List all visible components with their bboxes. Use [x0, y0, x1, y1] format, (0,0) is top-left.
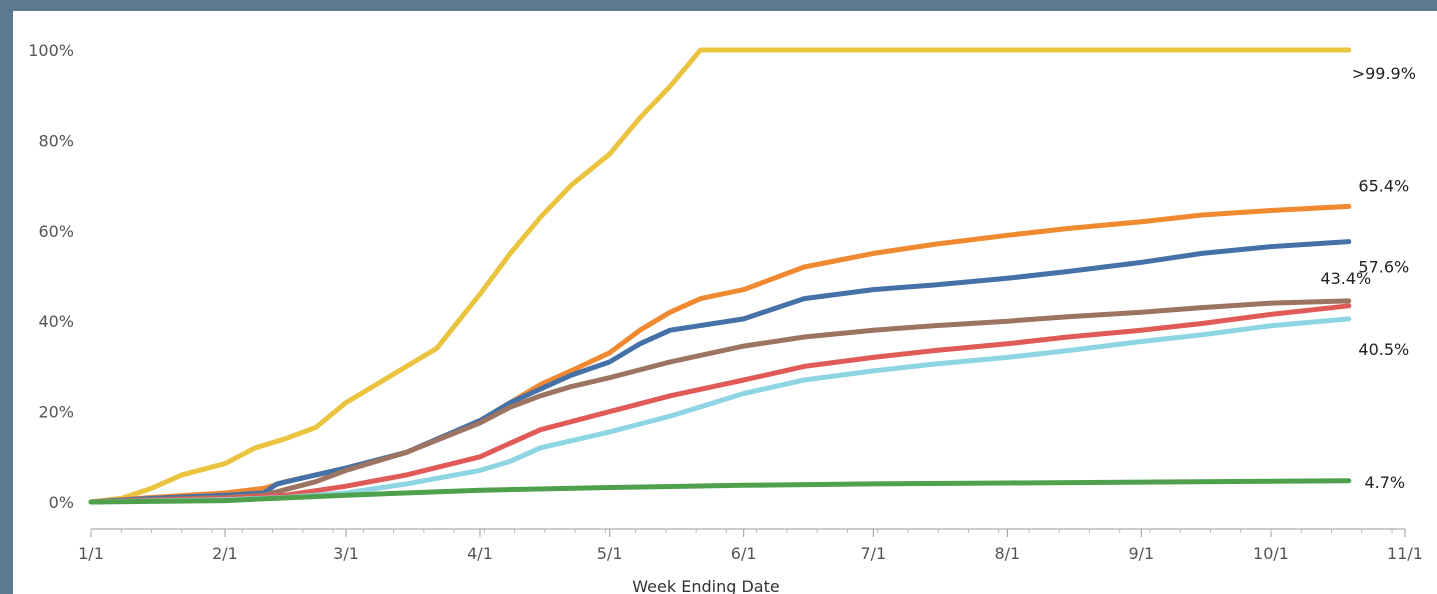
x-tick-label: 1/1 [78, 544, 104, 563]
series-line-3 [88, 298, 1352, 505]
x-axis-title: Week Ending Date [632, 577, 779, 594]
series-layer [88, 47, 1352, 505]
y-tick-label: 40% [38, 312, 74, 331]
x-tick-label: 7/1 [860, 544, 886, 563]
y-tick-label: 100% [28, 41, 74, 60]
series-line-0 [88, 47, 1352, 505]
x-tick-label: 10/1 [1253, 544, 1289, 563]
x-tick-label: 8/1 [994, 544, 1020, 563]
series-end-label: 65.4% [1358, 176, 1409, 195]
chart-frame: 1/1 2/1 3/1 4/1 5/1 6/1 7/1 8/1 9/1 10/1 11/1 0% 20%… [13, 11, 1437, 594]
series-line-1 [88, 203, 1352, 505]
x-tick-label: 11/1 [1387, 544, 1423, 563]
x-tick-label: 9/1 [1128, 544, 1154, 563]
series-line-5 [88, 316, 1352, 505]
end-labels: >99.9% 65.4% 57.6%43.4% 40.5% 4.7% [1320, 64, 1416, 492]
x-tick-label: 3/1 [333, 544, 359, 563]
x-tick-label: 4/1 [467, 544, 493, 563]
y-tick-label: 80% [38, 131, 74, 150]
series-end-label: 57.6% [1358, 258, 1409, 277]
series-line-4 [88, 303, 1352, 505]
line-chart: 1/1 2/1 3/1 4/1 5/1 6/1 7/1 8/1 9/1 10/1 11/1 0% 20%… [28, 41, 1423, 594]
axis-ticks: 1/1 2/1 3/1 4/1 5/1 6/1 7/1 8/1 9/1 10/1 11/1 0% 20%… [28, 41, 1423, 563]
y-tick-label: 0% [49, 493, 74, 512]
x-tick-label: 5/1 [597, 544, 623, 563]
series-end-label: >99.9% [1352, 64, 1416, 83]
series-end-label: 40.5% [1358, 340, 1409, 359]
x-tick-label: 6/1 [731, 544, 757, 563]
x-tick-label: 2/1 [212, 544, 238, 563]
series-end-label: 4.7% [1364, 473, 1405, 492]
series-end-label: 43.4% [1320, 269, 1371, 288]
y-tick-label: 20% [38, 403, 74, 422]
y-tick-label: 60% [38, 222, 74, 241]
series-line-6 [88, 478, 1352, 505]
series-line-2 [88, 239, 1352, 505]
